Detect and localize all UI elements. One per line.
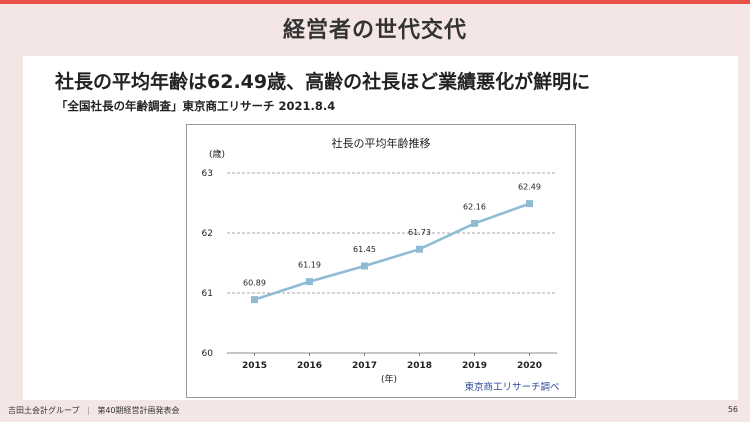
source-citation: 「全国社長の年齢調査」東京商工リサーチ 2021.8.4 [56,99,336,113]
data-point [471,219,478,227]
x-tick-label: 2020 [517,361,542,371]
y-tick-label: 62 [202,229,213,239]
series-line [254,202,530,301]
footer-company: 吉田土会計グループ [8,406,80,415]
chart-title: 社長の平均年齢推移 [332,136,431,150]
accent-bar [0,0,750,4]
chart-credit: 東京商工リサーチ調べ [464,381,559,393]
data-label: 62.16 [463,202,486,211]
data-point [526,200,533,208]
y-axis-unit: (歳) [209,148,225,160]
chart-svg: 社長の平均年齢推移 (歳) (年) 東京商工リサーチ調べ 60 61 62 63 201… [202,136,560,393]
page-number: 56 [727,405,738,414]
x-tick-label: 2016 [297,361,322,371]
slide-title: 経営者の世代交代 [282,18,467,43]
x-tick-label: 2015 [242,361,267,371]
footer-separator: | [87,406,90,415]
data-label: 62.49 [518,183,541,192]
footer-meeting: 第40期経営計画発表会 [97,406,180,415]
data-label: 61.45 [353,245,376,254]
data-label: 60.89 [243,279,266,288]
data-point [251,296,258,304]
line-chart: 社長の平均年齢推移 (歳) (年) 東京商工リサーチ調べ 60 61 62 63 201… [186,124,576,398]
data-point [361,262,368,270]
x-tick-label: 2017 [352,361,377,371]
x-tick-label: 2019 [462,361,487,371]
data-label: 61.19 [298,261,321,270]
x-axis-unit: (年) [381,373,397,385]
footer: 吉田土会計グループ | 第40期経営計画発表会 [8,405,180,416]
y-tick-label: 63 [202,169,213,179]
x-tick-label: 2018 [407,361,432,371]
y-tick-label: 61 [202,289,213,299]
data-label: 61.73 [408,228,431,237]
data-point [416,245,423,253]
data-point [306,278,313,286]
headline: 社長の平均年齢は62.49歳、高齢の社長ほど業績悪化が鮮明に [55,71,591,93]
y-tick-label: 60 [202,349,214,359]
